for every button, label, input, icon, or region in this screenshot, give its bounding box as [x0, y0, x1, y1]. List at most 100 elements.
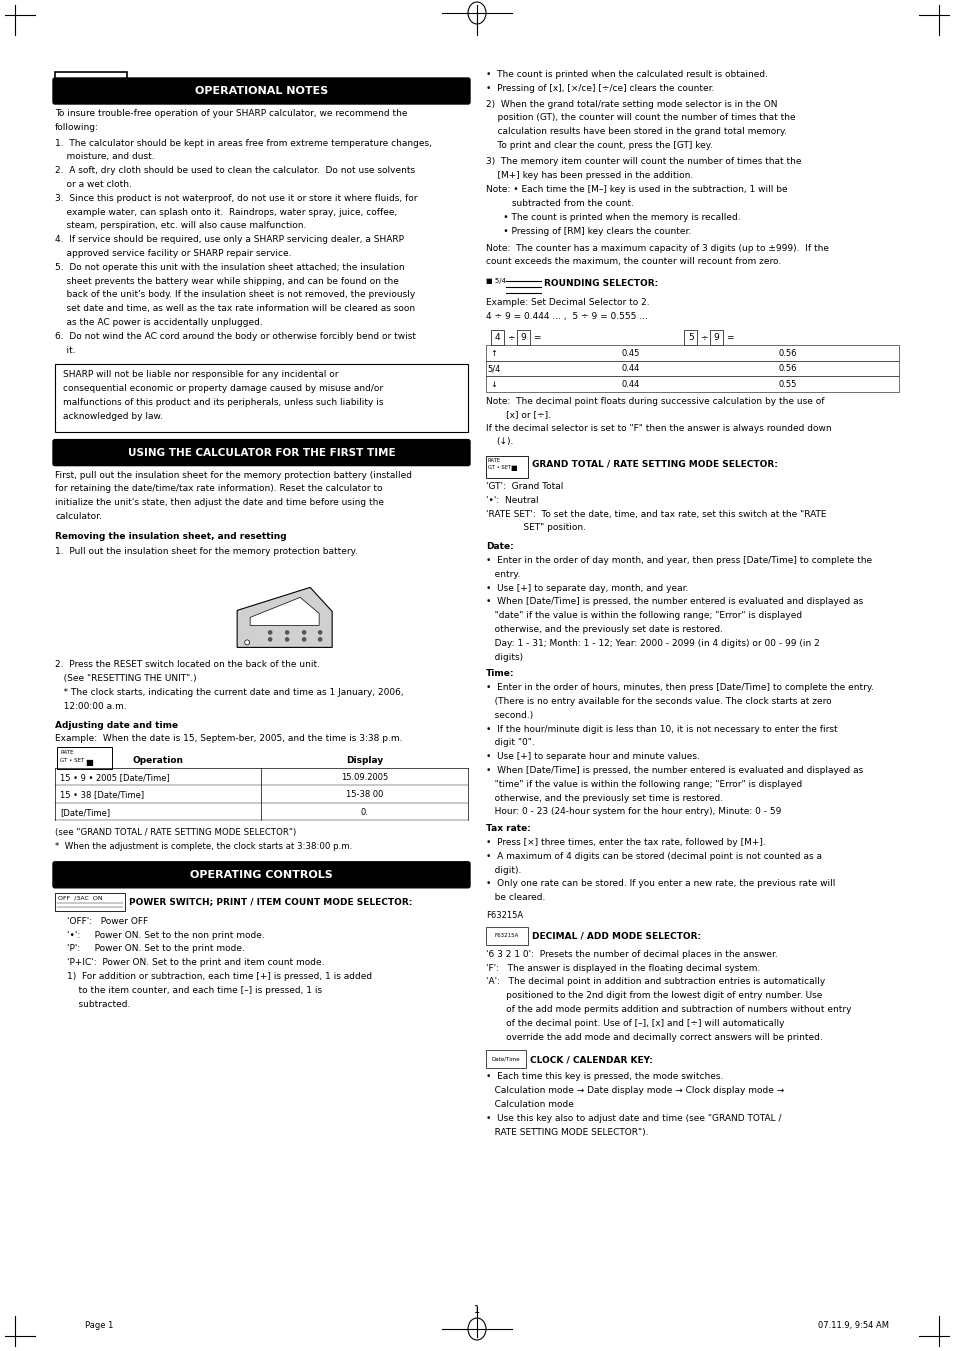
Text: USING THE CALCULATOR FOR THE FIRST TIME: USING THE CALCULATOR FOR THE FIRST TIME	[128, 447, 395, 458]
Text: moisture, and dust.: moisture, and dust.	[55, 153, 154, 161]
Text: 0.: 0.	[360, 808, 368, 817]
Text: (↓).: (↓).	[496, 438, 513, 446]
Text: 'RATE SET':  To set the date, time, and tax rate, set this switch at the "RATE: 'RATE SET': To set the date, time, and t…	[485, 509, 825, 519]
FancyBboxPatch shape	[53, 78, 470, 104]
Text: ■ 5/4: ■ 5/4	[485, 278, 505, 284]
Text: Removing the insulation sheet, and resetting: Removing the insulation sheet, and reset…	[55, 532, 286, 540]
Text: To insure trouble-free operation of your SHARP calculator, we recommend the: To insure trouble-free operation of your…	[55, 109, 407, 118]
Text: subtracted from the count.: subtracted from the count.	[485, 199, 634, 208]
Text: 4 ÷ 9 = 0.444 ... ,  5 ÷ 9 = 0.555 ...: 4 ÷ 9 = 0.444 ... , 5 ÷ 9 = 0.555 ...	[485, 312, 647, 322]
Text: F63215A: F63215A	[495, 934, 518, 939]
Text: acknowledged by law.: acknowledged by law.	[63, 412, 163, 420]
Text: 1: 1	[474, 1305, 479, 1316]
Text: POWER SWITCH; PRINT / ITEM COUNT MODE SELECTOR:: POWER SWITCH; PRINT / ITEM COUNT MODE SE…	[129, 897, 412, 905]
Circle shape	[268, 631, 272, 634]
Text: ÷: ÷	[506, 334, 514, 342]
Text: SET" position.: SET" position.	[485, 523, 585, 532]
Text: F63215A: F63215A	[485, 911, 522, 920]
Circle shape	[302, 638, 305, 640]
Text: •  Only one rate can be stored. If you enter a new rate, the previous rate will: • Only one rate can be stored. If you en…	[485, 880, 835, 889]
Text: First, pull out the insulation sheet for the memory protection battery (installe: First, pull out the insulation sheet for…	[55, 470, 412, 480]
Text: RATE: RATE	[60, 750, 73, 755]
Circle shape	[318, 638, 321, 640]
Bar	[57, 747, 112, 769]
Text: * The clock starts, indicating the current date and time as 1 January, 2006,: * The clock starts, indicating the curre…	[55, 688, 403, 697]
Text: 4: 4	[495, 334, 499, 342]
Text: second.): second.)	[485, 711, 533, 720]
Text: 'F':   The answer is displayed in the floating decimal system.: 'F': The answer is displayed in the floa…	[485, 963, 760, 973]
Text: "time" if the value is within the following range; "Error" is displayed: "time" if the value is within the follow…	[485, 780, 801, 789]
Text: 'A':   The decimal point in addition and subtraction entries is automatically: 'A': The decimal point in addition and s…	[485, 977, 824, 986]
Bar	[491, 330, 503, 346]
Text: calculation results have been stored in the grand total memory.: calculation results have been stored in …	[485, 127, 786, 136]
Text: 6.  Do not wind the AC cord around the body or otherwise forcibly bend or twist: 6. Do not wind the AC cord around the bo…	[55, 332, 416, 340]
Text: position (GT), the counter will count the number of times that the: position (GT), the counter will count th…	[485, 113, 795, 123]
Text: •  Pressing of [x], [×/ce] [÷/ce] clears the counter.: • Pressing of [x], [×/ce] [÷/ce] clears …	[485, 84, 714, 93]
Text: consequential economic or property damage caused by misuse and/or: consequential economic or property damag…	[63, 384, 383, 393]
Circle shape	[285, 631, 289, 634]
Text: GRAND TOTAL / RATE SETTING MODE SELECTOR:: GRAND TOTAL / RATE SETTING MODE SELECTOR…	[532, 459, 777, 469]
Circle shape	[285, 638, 289, 640]
Text: Display: Display	[346, 757, 383, 765]
Text: or a wet cloth.: or a wet cloth.	[55, 180, 132, 189]
Bar	[55, 893, 125, 911]
Text: 'OFF':   Power OFF: 'OFF': Power OFF	[67, 917, 148, 925]
Text: ÷: ÷	[700, 334, 707, 342]
Bar	[485, 457, 527, 478]
Text: count exceeds the maximum, the counter will recount from zero.: count exceeds the maximum, the counter w…	[485, 258, 781, 266]
Text: be cleared.: be cleared.	[485, 893, 545, 902]
Circle shape	[318, 631, 321, 634]
Text: ROUNDING SELECTOR:: ROUNDING SELECTOR:	[543, 280, 658, 288]
Polygon shape	[237, 588, 332, 647]
Text: •  A maximum of 4 digits can be stored (decimal point is not counted as a: • A maximum of 4 digits can be stored (d…	[485, 851, 821, 861]
Text: of the add mode permits addition and subtraction of numbers without entry: of the add mode permits addition and sub…	[485, 1005, 851, 1015]
Text: digit).: digit).	[485, 866, 521, 874]
Text: •  The count is printed when the calculated result is obtained.: • The count is printed when the calculat…	[485, 70, 767, 78]
Text: Example: Set Decimal Selector to 2.: Example: Set Decimal Selector to 2.	[485, 299, 649, 307]
Text: 0.55: 0.55	[778, 380, 796, 389]
Text: •  Each time this key is pressed, the mode switches.: • Each time this key is pressed, the mod…	[485, 1073, 722, 1081]
Text: Note:  The decimal point floats during successive calculation by the use of: Note: The decimal point floats during su…	[485, 397, 823, 405]
Text: 9: 9	[520, 334, 526, 342]
Text: 15-38 00: 15-38 00	[346, 790, 383, 800]
Text: 0.56: 0.56	[778, 363, 796, 373]
Text: subtracted.: subtracted.	[67, 1000, 131, 1009]
Bar	[517, 330, 530, 346]
Text: Note:  The counter has a maximum capacity of 3 digits (up to ±999).  If the: Note: The counter has a maximum capacity…	[485, 243, 828, 253]
Text: •  When [Date/Time] is pressed, the number entered is evaluated and displayed as: • When [Date/Time] is pressed, the numbe…	[485, 766, 862, 775]
Text: 'GT':  Grand Total: 'GT': Grand Total	[485, 482, 563, 490]
Circle shape	[302, 631, 305, 634]
Text: of the decimal point. Use of [–], [x] and [÷] will automatically: of the decimal point. Use of [–], [x] an…	[485, 1019, 783, 1028]
Text: 9: 9	[713, 334, 719, 342]
Circle shape	[268, 638, 272, 640]
Text: • Pressing of [RM] key clears the counter.: • Pressing of [RM] key clears the counte…	[485, 227, 691, 236]
Text: •  Use [+] to separate hour and minute values.: • Use [+] to separate hour and minute va…	[485, 753, 700, 761]
Text: 0.44: 0.44	[620, 363, 639, 373]
Text: approved service facility or SHARP repair service.: approved service facility or SHARP repai…	[55, 249, 292, 258]
Text: 1)  For addition or subtraction, each time [+] is pressed, 1 is added: 1) For addition or subtraction, each tim…	[67, 971, 372, 981]
Text: Hour: 0 - 23 (24-hour system for the hour entry), Minute: 0 - 59: Hour: 0 - 23 (24-hour system for the hou…	[485, 808, 781, 816]
Text: ENGLISH: ENGLISH	[66, 78, 116, 88]
Text: GT • SET: GT • SET	[488, 465, 511, 470]
Text: Time:: Time:	[485, 669, 514, 678]
Text: 0.45: 0.45	[620, 349, 639, 358]
Text: 5: 5	[687, 334, 693, 342]
Text: steam, perspiration, etc. will also cause malfunction.: steam, perspiration, etc. will also caus…	[55, 222, 306, 231]
Text: initialize the unit's state, then adjust the date and time before using the: initialize the unit's state, then adjust…	[55, 499, 384, 507]
Text: 'P':     Power ON. Set to the print mode.: 'P': Power ON. Set to the print mode.	[67, 944, 245, 954]
Text: •  Enter in the order of day month, and year, then press [Date/Time] to complete: • Enter in the order of day month, and y…	[485, 557, 871, 565]
Text: 15 • 38 [Date/Time]: 15 • 38 [Date/Time]	[60, 790, 144, 800]
Text: back of the unit's body. If the insulation sheet is not removed, the previously: back of the unit's body. If the insulati…	[55, 290, 415, 300]
Text: Note: • Each time the [M–] key is used in the subtraction, 1 will be: Note: • Each time the [M–] key is used i…	[485, 185, 787, 195]
Text: example water, can splash onto it.  Raindrops, water spray, juice, coffee,: example water, can splash onto it. Raind…	[55, 208, 396, 216]
Text: otherwise, and the previously set date is restored.: otherwise, and the previously set date i…	[485, 626, 722, 634]
Text: 5.  Do not operate this unit with the insulation sheet attached; the insulation: 5. Do not operate this unit with the ins…	[55, 263, 404, 272]
Text: 0.56: 0.56	[778, 349, 796, 358]
Text: Calculation mode → Date display mode → Clock display mode →: Calculation mode → Date display mode → C…	[485, 1086, 783, 1096]
Text: digit "0".: digit "0".	[485, 739, 535, 747]
Text: 3.  Since this product is not waterproof, do not use it or store it where fluids: 3. Since this product is not waterproof,…	[55, 193, 417, 203]
Text: to the item counter, and each time [–] is pressed, 1 is: to the item counter, and each time [–] i…	[67, 986, 322, 994]
Bar	[485, 377, 898, 392]
Text: positioned to the 2nd digit from the lowest digit of entry number. Use: positioned to the 2nd digit from the low…	[485, 992, 821, 1000]
Text: 1.  The calculator should be kept in areas free from extreme temperature changes: 1. The calculator should be kept in area…	[55, 139, 432, 147]
